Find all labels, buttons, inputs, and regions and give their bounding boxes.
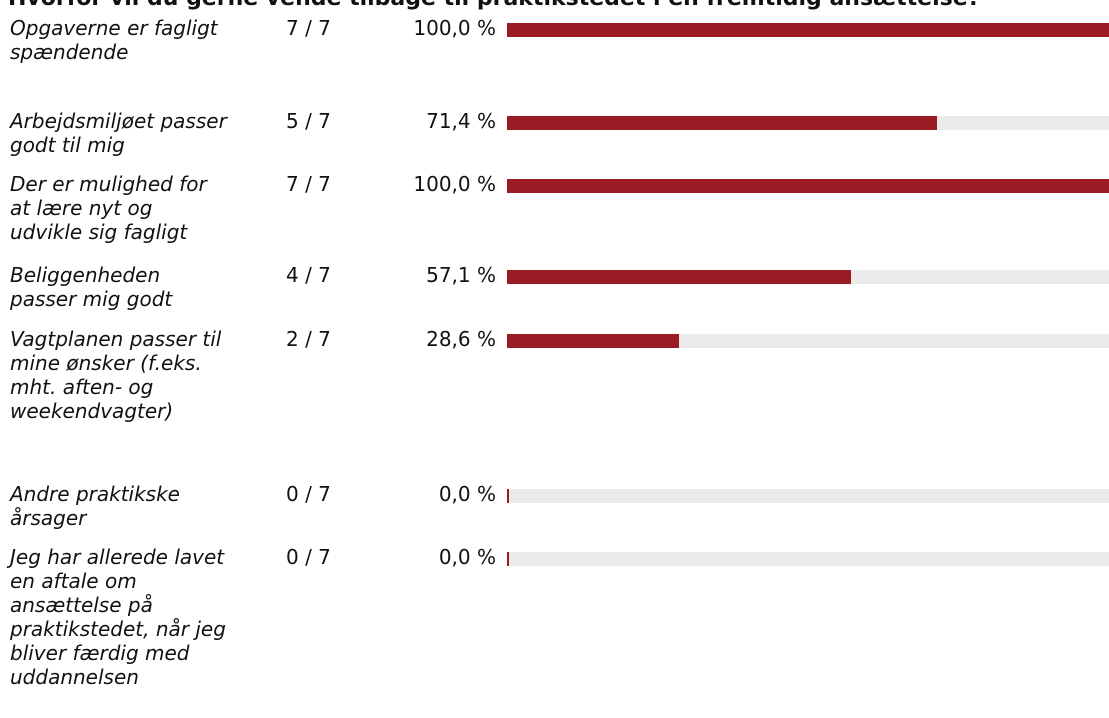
bar [507,489,509,503]
bar [507,116,937,130]
category-label: Opgaverne er fagligt spændende [10,16,218,64]
count-label: 2 / 7 [286,327,331,351]
count-label: 4 / 7 [286,263,331,287]
bar [507,23,1109,37]
category-label: Der er mulighed for at lære nyt og udvik… [10,172,207,244]
bar-track [507,116,1109,130]
percent-label: 57,1 % [426,263,496,287]
bar-track [507,23,1109,37]
count-label: 5 / 7 [286,109,331,133]
percent-label: 100,0 % [413,172,496,196]
percent-label: 0,0 % [438,482,496,506]
count-label: 7 / 7 [286,172,331,196]
bar-track [507,552,1109,566]
bar [507,334,679,348]
percent-label: 0,0 % [438,545,496,569]
chart-title: Hvorfor vil du gerne vende tilbage til p… [8,0,980,13]
bar [507,270,851,284]
bar [507,179,1109,193]
count-label: 0 / 7 [286,545,331,569]
bar-track [507,270,1109,284]
bar-track [507,334,1109,348]
bar-track [507,179,1109,193]
category-label: Andre praktikske årsager [10,482,180,530]
category-label: Jeg har allerede lavet en aftale om ansæ… [10,545,226,689]
bar-track [507,489,1109,503]
bar [507,552,509,566]
count-label: 0 / 7 [286,482,331,506]
category-label: Beliggenheden passer mig godt [10,263,173,311]
percent-label: 71,4 % [426,109,496,133]
category-label: Vagtplanen passer til mine ønsker (f.eks… [10,327,222,423]
percent-label: 28,6 % [426,327,496,351]
category-label: Arbejdsmiljøet passer godt til mig [10,109,227,157]
count-label: 7 / 7 [286,16,331,40]
percent-label: 100,0 % [413,16,496,40]
